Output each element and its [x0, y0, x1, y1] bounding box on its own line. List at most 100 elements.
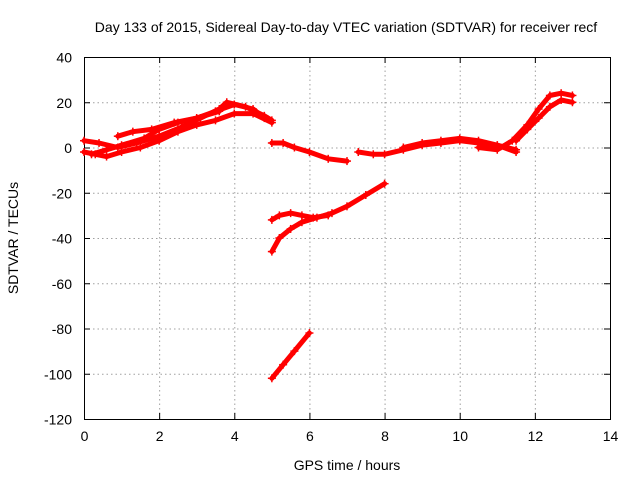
y-tick-labels: -120 -100 -80 -60 -40 -20 0 20 40: [44, 50, 72, 428]
series-line: [115, 108, 222, 139]
data-point: [102, 152, 111, 161]
data-point: [267, 116, 276, 125]
data-point: [140, 134, 149, 143]
data-point: [260, 114, 269, 123]
x-tick-label: 0: [81, 428, 89, 444]
y-tick-label: -100: [44, 366, 72, 382]
data-point: [170, 118, 179, 127]
data-point: [128, 127, 137, 136]
data-point: [290, 347, 299, 356]
data-point: [102, 145, 111, 154]
plot-frame: [84, 57, 611, 420]
chart-title: Day 133 of 2015, Sidereal Day-to-day VTE…: [95, 19, 597, 35]
data-point: [95, 138, 104, 147]
series-arc-12: [512, 95, 577, 145]
series-arc-7: [267, 209, 333, 224]
data-point: [286, 224, 295, 233]
data-point: [418, 138, 427, 147]
data-point: [267, 247, 276, 256]
data-point: [147, 125, 156, 134]
data-point: [309, 213, 318, 222]
y-tick-label: -80: [52, 321, 72, 337]
data-point: [305, 148, 314, 157]
data-point: [275, 234, 284, 242]
data-point: [493, 145, 502, 154]
series-arc-1: [80, 109, 276, 161]
series-arc-11: [474, 89, 577, 154]
data-point: [177, 123, 186, 132]
y-tick-label: -20: [52, 185, 72, 201]
y-tick-label: 40: [56, 50, 72, 66]
data-point: [279, 360, 288, 369]
x-tick-label: 6: [306, 428, 314, 444]
data-point: [324, 154, 333, 163]
data-point: [324, 211, 333, 220]
data-point: [117, 141, 126, 150]
series-line: [269, 330, 312, 381]
series-line: [269, 210, 331, 223]
data-point: [369, 150, 378, 159]
data-point: [557, 95, 566, 104]
data-point: [343, 157, 351, 166]
data-point: [343, 202, 351, 211]
data-point: [80, 136, 88, 145]
y-tick-label: 20: [56, 95, 72, 111]
data-point: [136, 143, 145, 152]
ticks: [84, 57, 611, 420]
data-point: [249, 105, 258, 114]
x-tick-labels: 0 2 4 6 8 10 12 14: [81, 428, 619, 444]
x-tick-label: 12: [528, 428, 544, 444]
data-point: [117, 148, 126, 157]
data-point: [512, 136, 521, 145]
data-point: [399, 143, 408, 152]
data-point: [80, 148, 88, 157]
data-point: [279, 138, 288, 147]
data-point: [275, 211, 284, 220]
x-tick-label: 2: [156, 428, 164, 444]
data-point: [557, 89, 566, 98]
x-tick-label: 14: [603, 428, 619, 444]
series-arc-4: [113, 107, 224, 141]
data-point: [155, 132, 164, 141]
y-axis-label: SDTVAR / TECUs: [5, 182, 21, 294]
data-point: [354, 148, 363, 157]
data-point: [267, 138, 276, 147]
data-point: [474, 136, 483, 145]
series-arc-8: [267, 329, 314, 383]
y-tick-label: 0: [64, 140, 72, 156]
grid: [84, 57, 611, 420]
data-point: [230, 109, 239, 118]
data-point: [290, 143, 299, 152]
data-point: [87, 150, 96, 159]
data-point: [361, 191, 370, 200]
data-point: [230, 100, 239, 109]
data-point: [380, 179, 389, 188]
data-point: [534, 114, 543, 123]
x-axis-label: GPS time / hours: [294, 457, 401, 473]
y-tick-label: -40: [52, 231, 72, 247]
data-point: [297, 218, 306, 227]
data-point: [436, 136, 445, 145]
data-point: [568, 91, 577, 100]
data-point: [297, 211, 306, 220]
data-point: [523, 125, 532, 134]
x-tick-label: 10: [452, 428, 468, 444]
x-tick-label: 8: [381, 428, 389, 444]
data-point: [568, 98, 577, 107]
data-point: [113, 132, 122, 141]
data-point: [211, 116, 220, 125]
series-arc-10: [399, 134, 521, 157]
data-point: [267, 374, 276, 383]
series-arc-5: [267, 138, 351, 166]
data-point: [286, 209, 295, 218]
y-tick-label: -60: [52, 276, 72, 292]
data-point: [534, 105, 543, 114]
data-point: [305, 329, 314, 338]
data-point: [512, 148, 521, 157]
data-point: [267, 215, 276, 224]
data-point: [380, 150, 389, 159]
data-point: [192, 114, 201, 123]
data-point: [455, 134, 464, 143]
y-tick-label: -120: [44, 412, 72, 428]
